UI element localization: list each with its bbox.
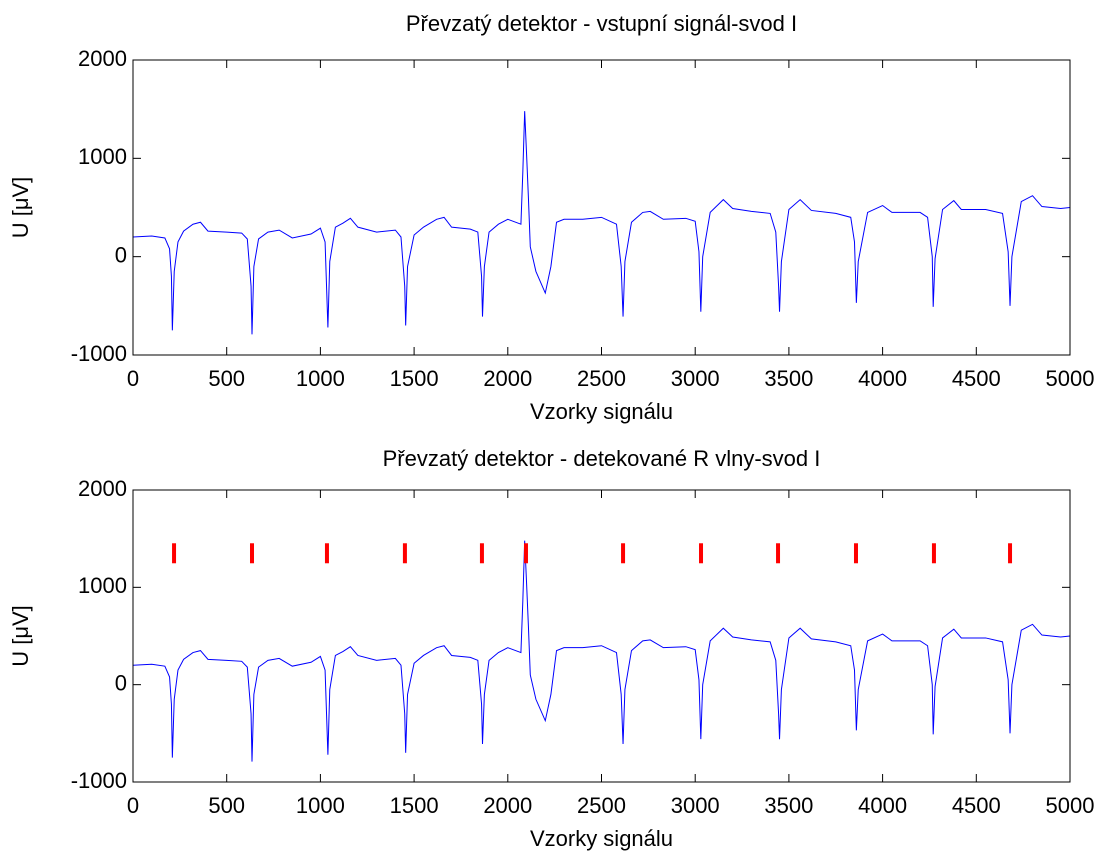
x-tick-label: 500 (208, 793, 245, 818)
y-tick-label: 1000 (78, 144, 127, 169)
x-axis-label: Vzorky signálu (530, 826, 673, 851)
x-tick-label: 2500 (577, 793, 626, 818)
r-peak-marker (523, 543, 528, 564)
x-tick-label: 2000 (483, 366, 532, 391)
y-axis-label: U [μV] (8, 177, 33, 239)
x-tick-label: 2500 (577, 366, 626, 391)
r-peak-marker (1008, 543, 1013, 564)
r-peak-marker (249, 543, 254, 564)
r-peak-marker (699, 543, 704, 564)
signal-line (132, 111, 1071, 335)
chart-title: Převzatý detektor - vstupní signál-svod … (406, 11, 797, 36)
y-axis-label: U [μV] (8, 605, 33, 667)
x-tick-label: 5000 (1046, 366, 1095, 391)
x-tick-label: 4000 (858, 366, 907, 391)
x-tick-label: 1500 (390, 366, 439, 391)
x-tick-label: 2000 (483, 793, 532, 818)
r-peak-marker (402, 543, 407, 564)
x-tick-label: 5000 (1046, 793, 1095, 818)
x-tick-label: 1500 (390, 793, 439, 818)
axes-background (133, 60, 1070, 355)
x-tick-label: 3500 (764, 793, 813, 818)
x-tick-label: 1000 (296, 793, 345, 818)
x-tick-label: 3000 (671, 793, 720, 818)
x-tick-label: 0 (127, 793, 139, 818)
x-tick-label: 1000 (296, 366, 345, 391)
x-tick-label: 4500 (952, 366, 1001, 391)
x-tick-label: 500 (208, 366, 245, 391)
y-tick-label: 1000 (78, 573, 127, 598)
axes-frame (132, 489, 1071, 783)
x-axis-label: Vzorky signálu (530, 399, 673, 424)
r-peak-marker (776, 543, 781, 564)
r-peak-marker (621, 543, 626, 564)
x-tick-label: 3500 (764, 366, 813, 391)
r-peak-marker (479, 543, 484, 564)
y-tick-label: 2000 (78, 46, 127, 71)
x-tick-label: 4500 (952, 793, 1001, 818)
x-tick-label: 3000 (671, 366, 720, 391)
y-tick-label: -1000 (71, 341, 127, 366)
x-tick-label: 4000 (858, 793, 907, 818)
y-tick-label: -1000 (71, 768, 127, 793)
y-tick-label: 0 (115, 242, 127, 267)
axes-frame (132, 59, 1071, 356)
signal-line (132, 540, 1071, 762)
r-peak-marker (853, 543, 858, 564)
r-peak-marker (172, 543, 177, 564)
y-tick-label: 0 (115, 670, 127, 695)
r-peak-marker (931, 543, 936, 564)
chart-title: Převzatý detektor - detekované R vlny-sv… (383, 446, 821, 471)
x-tick-label: 0 (127, 366, 139, 391)
y-tick-label: 2000 (78, 476, 127, 501)
r-peak-marker (324, 543, 329, 564)
axes-background (133, 490, 1070, 782)
